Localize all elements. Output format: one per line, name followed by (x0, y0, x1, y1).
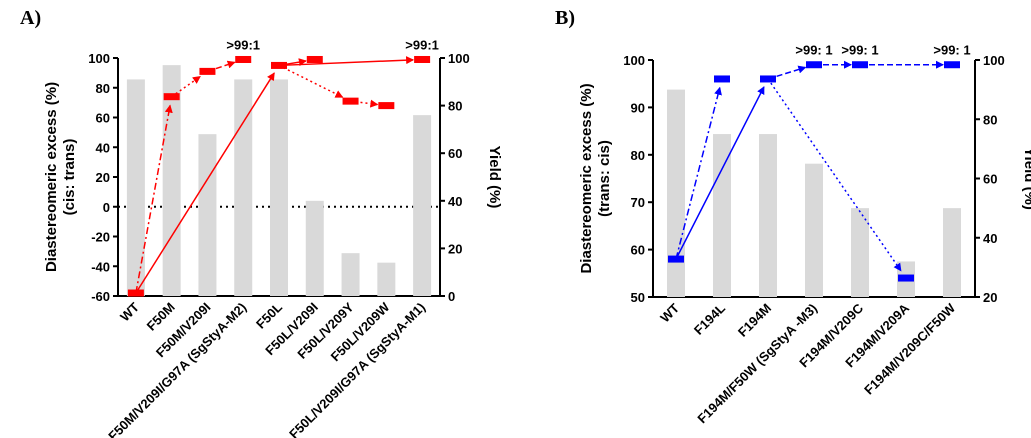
y2-tick-label: 20 (983, 290, 997, 305)
arrow (278, 64, 344, 98)
y-tick-label: 70 (631, 195, 645, 210)
y-tick-label: -60 (91, 289, 110, 304)
marker (944, 61, 960, 69)
y-axis-title: Diastereomeric excess (%) (578, 83, 595, 273)
y-tick-label: -40 (91, 259, 110, 274)
y-tick-label: 90 (631, 100, 645, 115)
y-tick-label: 80 (631, 148, 645, 163)
y2-axis-title: Yield (%) (486, 146, 503, 209)
arrow (767, 78, 902, 272)
x-tick-label: F194L (691, 300, 728, 337)
y-tick-label: 40 (96, 140, 110, 155)
annotation: >99:1 (405, 37, 439, 52)
bar (851, 208, 869, 297)
x-tick-label: F194M (735, 301, 774, 340)
bar (759, 134, 777, 297)
annotation: >99:1 (226, 37, 260, 52)
y-tick-label: 80 (96, 81, 110, 96)
x-tick-label: WT (117, 299, 142, 324)
arrow (675, 86, 765, 260)
marker (306, 55, 323, 63)
marker (271, 61, 287, 69)
marker (199, 67, 216, 75)
marker (852, 61, 868, 69)
marker (668, 255, 684, 263)
marker (714, 75, 730, 83)
arrow (135, 104, 173, 294)
y2-tick-label: 40 (448, 194, 462, 209)
y2-tick-label: 20 (448, 241, 462, 256)
bar (198, 134, 217, 296)
y-tick-label: 100 (623, 53, 645, 68)
annotation: >99: 1 (933, 43, 970, 58)
bar (162, 65, 181, 296)
y2-tick-label: 80 (448, 99, 462, 114)
x-tick-label: WT (657, 300, 682, 325)
y2-tick-label: 60 (448, 146, 462, 161)
y2-axis-title: Yield (%) (1021, 147, 1031, 210)
bar (805, 163, 823, 297)
marker (235, 55, 252, 63)
annotation: >99: 1 (795, 43, 832, 58)
y2-tick-label: 100 (983, 53, 1005, 68)
x-tick-label: F194M/V209C/F50W (861, 300, 958, 397)
y-tick-label: 60 (96, 111, 110, 126)
bar (126, 79, 145, 296)
panel-label: B) (555, 7, 575, 29)
marker (342, 97, 359, 105)
y2-tick-label: 60 (983, 172, 997, 187)
bar (943, 208, 961, 297)
y-tick-label: 60 (631, 243, 645, 258)
marker (760, 75, 776, 83)
bar (305, 200, 324, 296)
bar (713, 134, 731, 297)
y-tick-label: 100 (88, 51, 110, 66)
y-axis-title: Diastereomeric excess (%) (43, 82, 60, 272)
bar (341, 253, 360, 296)
arrow (767, 65, 807, 80)
marker (806, 61, 822, 69)
marker (378, 102, 395, 110)
panel-label: A) (20, 7, 41, 29)
bar (377, 262, 396, 296)
y2-tick-label: 40 (983, 231, 997, 246)
arrow (278, 56, 415, 67)
marker (414, 55, 431, 63)
marker (127, 289, 144, 297)
y2-tick-label: 0 (448, 289, 455, 304)
marker (163, 93, 180, 101)
y-tick-label: 20 (96, 170, 110, 185)
bar (667, 89, 685, 297)
bar (270, 79, 288, 296)
y2-tick-label: 80 (983, 112, 997, 127)
bar (413, 115, 432, 297)
y-axis-title: (cis: trans) (61, 139, 78, 216)
y-tick-label: 0 (103, 200, 110, 215)
y-tick-label: 50 (631, 290, 645, 305)
y2-tick-label: 100 (448, 51, 470, 66)
y-tick-label: -20 (91, 230, 110, 245)
arrow (135, 72, 275, 294)
bar (234, 79, 253, 296)
marker (898, 274, 914, 282)
y-axis-title: (trans: cis) (596, 140, 613, 217)
x-tick-label: F50L (253, 299, 285, 331)
annotation: >99: 1 (841, 43, 878, 58)
